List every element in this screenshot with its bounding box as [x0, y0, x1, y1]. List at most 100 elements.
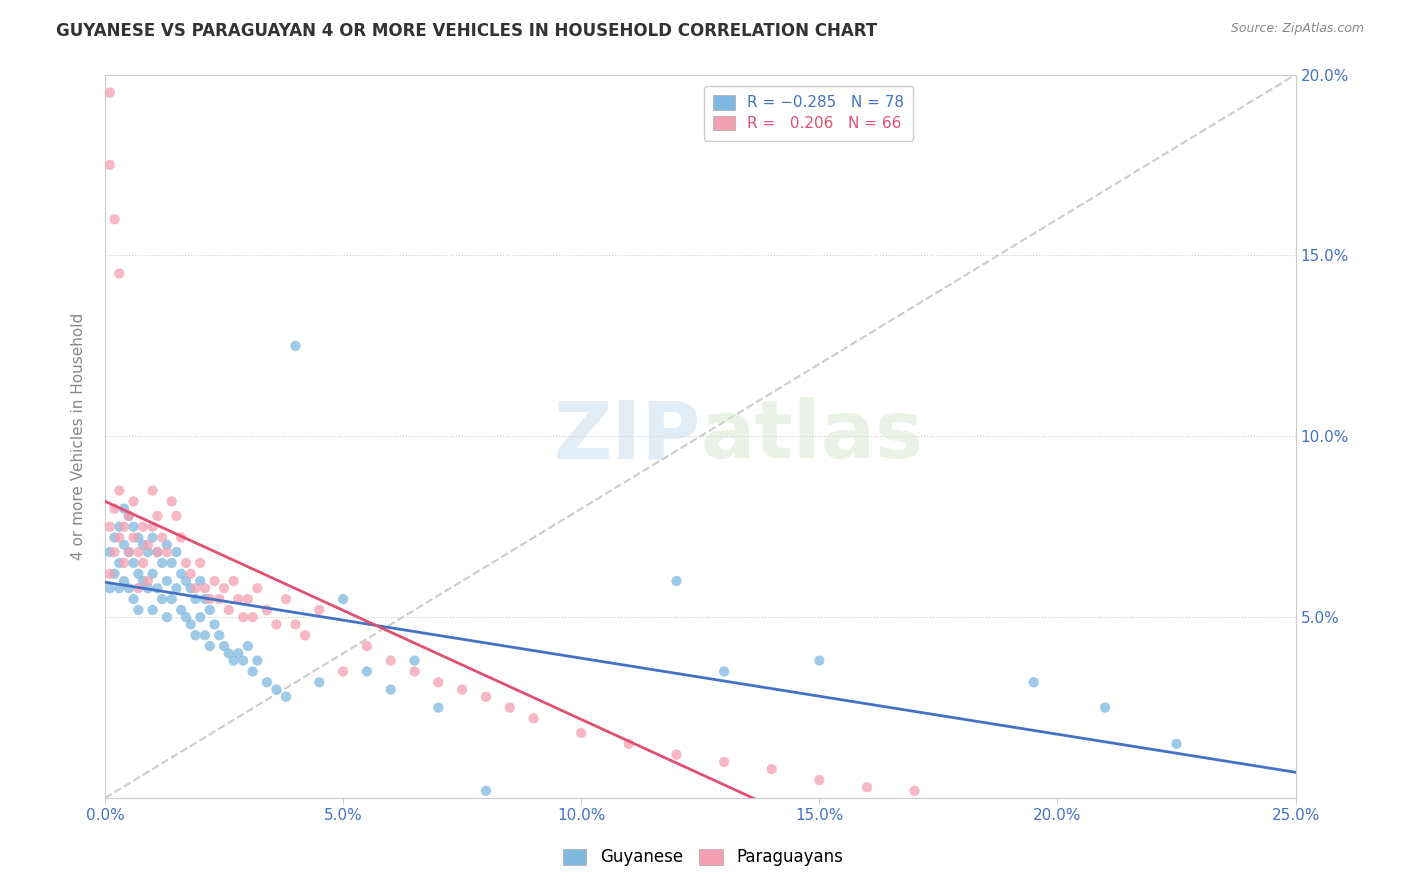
Point	[451, 682, 474, 697]
Point	[118, 508, 141, 523]
Point	[427, 675, 450, 690]
Point	[132, 520, 155, 534]
Point	[174, 556, 197, 570]
Point	[198, 603, 221, 617]
Point	[1022, 675, 1045, 690]
Point	[142, 483, 165, 498]
Point	[112, 574, 135, 588]
Point	[1094, 700, 1116, 714]
Point	[180, 581, 202, 595]
Point	[475, 690, 498, 704]
Point	[232, 654, 254, 668]
Point	[208, 592, 231, 607]
Point	[98, 86, 121, 100]
Point	[266, 617, 288, 632]
Point	[274, 690, 297, 704]
Point	[165, 508, 187, 523]
Point	[308, 603, 330, 617]
Point	[523, 711, 546, 725]
Point	[112, 538, 135, 552]
Point	[165, 545, 187, 559]
Point	[136, 545, 159, 559]
Point	[194, 628, 217, 642]
Point	[150, 592, 173, 607]
Point	[136, 538, 159, 552]
Point	[108, 483, 131, 498]
Text: Source: ZipAtlas.com: Source: ZipAtlas.com	[1230, 22, 1364, 36]
Point	[198, 592, 221, 607]
Point	[132, 538, 155, 552]
Point	[98, 520, 121, 534]
Point	[332, 592, 354, 607]
Point	[404, 654, 426, 668]
Point	[617, 737, 640, 751]
Point	[136, 581, 159, 595]
Point	[222, 654, 245, 668]
Point	[236, 639, 259, 653]
Point	[112, 520, 135, 534]
Point	[156, 574, 179, 588]
Point	[242, 665, 264, 679]
Point	[246, 581, 269, 595]
Point	[122, 592, 145, 607]
Point	[174, 574, 197, 588]
Point	[103, 531, 125, 545]
Point	[127, 545, 149, 559]
Point	[713, 755, 735, 769]
Point	[294, 628, 316, 642]
Point	[475, 784, 498, 798]
Point	[156, 545, 179, 559]
Point	[246, 654, 269, 668]
Point	[228, 592, 250, 607]
Point	[218, 603, 240, 617]
Point	[174, 610, 197, 624]
Text: atlas: atlas	[700, 397, 924, 475]
Point	[380, 654, 402, 668]
Point	[160, 494, 183, 508]
Point	[188, 556, 211, 570]
Point	[242, 610, 264, 624]
Point	[122, 494, 145, 508]
Point	[665, 574, 688, 588]
Point	[108, 520, 131, 534]
Point	[136, 574, 159, 588]
Point	[228, 646, 250, 660]
Point	[142, 566, 165, 581]
Point	[1166, 737, 1188, 751]
Point	[146, 581, 169, 595]
Point	[184, 581, 207, 595]
Point	[356, 639, 378, 653]
Point	[188, 610, 211, 624]
Point	[142, 603, 165, 617]
Text: ZIP: ZIP	[553, 397, 700, 475]
Point	[150, 556, 173, 570]
Point	[98, 581, 121, 595]
Point	[98, 545, 121, 559]
Point	[156, 610, 179, 624]
Point	[98, 566, 121, 581]
Point	[212, 639, 235, 653]
Point	[856, 780, 879, 795]
Point	[127, 531, 149, 545]
Point	[146, 545, 169, 559]
Point	[146, 508, 169, 523]
Point	[222, 574, 245, 588]
Point	[198, 639, 221, 653]
Point	[266, 682, 288, 697]
Point	[808, 654, 831, 668]
Point	[122, 556, 145, 570]
Point	[274, 592, 297, 607]
Point	[103, 545, 125, 559]
Point	[170, 603, 193, 617]
Point	[160, 592, 183, 607]
Point	[118, 545, 141, 559]
Point	[160, 556, 183, 570]
Point	[180, 566, 202, 581]
Point	[761, 762, 783, 776]
Point	[236, 592, 259, 607]
Point	[380, 682, 402, 697]
Point	[404, 665, 426, 679]
Point	[284, 617, 307, 632]
Point	[194, 581, 217, 595]
Point	[499, 700, 522, 714]
